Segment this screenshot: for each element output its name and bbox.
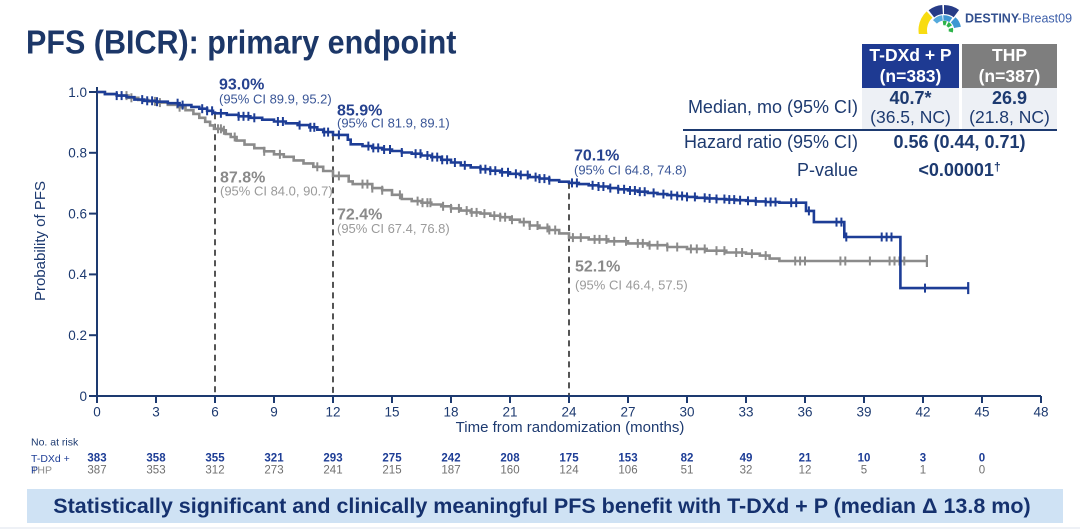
- svg-text:48: 48: [1033, 405, 1048, 420]
- svg-text:32: 32: [740, 464, 753, 476]
- svg-text:-: -: [1018, 12, 1022, 26]
- svg-text:30: 30: [679, 405, 694, 420]
- svg-text:15: 15: [384, 405, 399, 420]
- svg-text:82: 82: [681, 452, 694, 464]
- svg-text:5: 5: [861, 464, 867, 476]
- svg-text:33: 33: [738, 405, 753, 420]
- svg-text:Breast09: Breast09: [1022, 12, 1072, 26]
- svg-text:153: 153: [618, 452, 637, 464]
- svg-text:175: 175: [559, 452, 579, 464]
- svg-text:312: 312: [205, 464, 224, 476]
- svg-text:THP: THP: [31, 465, 52, 477]
- svg-text:(95% CI 84.0, 90.7): (95% CI 84.0, 90.7): [220, 184, 333, 199]
- svg-text:(95% CI 81.9, 89.1): (95% CI 81.9, 89.1): [337, 116, 450, 131]
- svg-text:187: 187: [441, 464, 460, 476]
- svg-text:0: 0: [979, 464, 985, 476]
- svg-text:124: 124: [559, 464, 579, 476]
- svg-text:(95% CI 67.4, 76.8): (95% CI 67.4, 76.8): [337, 221, 450, 236]
- svg-text:208: 208: [500, 452, 520, 464]
- svg-text:T-DXd +: T-DXd +: [31, 453, 70, 465]
- svg-text:No. at risk: No. at risk: [31, 437, 79, 449]
- svg-text:51: 51: [681, 464, 694, 476]
- svg-text:93.0%: 93.0%: [219, 77, 264, 94]
- svg-text:1.0: 1.0: [68, 85, 87, 100]
- svg-text:242: 242: [441, 452, 460, 464]
- svg-text:3: 3: [920, 452, 926, 464]
- svg-text:1: 1: [920, 464, 926, 476]
- svg-text:36: 36: [797, 405, 812, 420]
- svg-text:6: 6: [211, 405, 219, 420]
- svg-text:0.2: 0.2: [68, 328, 87, 343]
- svg-text:70.1%: 70.1%: [574, 148, 619, 165]
- svg-text:39: 39: [856, 405, 871, 420]
- svg-text:321: 321: [264, 452, 284, 464]
- svg-text:24: 24: [561, 405, 577, 420]
- svg-text:275: 275: [382, 452, 402, 464]
- svg-text:106: 106: [618, 464, 637, 476]
- svg-text:(95% CI 89.9, 95.2): (95% CI 89.9, 95.2): [219, 92, 332, 107]
- svg-text:358: 358: [146, 452, 166, 464]
- svg-text:87.8%: 87.8%: [220, 170, 265, 187]
- svg-text:0.4: 0.4: [68, 267, 87, 282]
- svg-text:27: 27: [620, 405, 635, 420]
- svg-text:72.4%: 72.4%: [337, 207, 382, 224]
- svg-text:45: 45: [974, 405, 989, 420]
- svg-text:85.9%: 85.9%: [337, 103, 382, 120]
- svg-text:0: 0: [979, 452, 985, 464]
- svg-text:52.1%: 52.1%: [575, 259, 620, 276]
- svg-text:12: 12: [799, 464, 812, 476]
- svg-text:21: 21: [502, 405, 517, 420]
- svg-text:12: 12: [325, 405, 340, 420]
- svg-text:273: 273: [264, 464, 283, 476]
- svg-text:18: 18: [443, 405, 458, 420]
- svg-text:DESTINY: DESTINY: [965, 12, 1020, 26]
- svg-text:355: 355: [205, 452, 225, 464]
- svg-text:10: 10: [858, 452, 871, 464]
- svg-text:P: P: [31, 465, 38, 477]
- svg-text:0: 0: [79, 389, 87, 404]
- svg-text:3: 3: [152, 405, 160, 420]
- svg-text:0: 0: [93, 405, 101, 420]
- svg-text:293: 293: [323, 452, 342, 464]
- svg-text:0.8: 0.8: [68, 146, 87, 161]
- svg-text:160: 160: [500, 464, 519, 476]
- svg-text:49: 49: [740, 452, 753, 464]
- svg-text:353: 353: [146, 464, 165, 476]
- svg-text:215: 215: [382, 464, 401, 476]
- svg-text:241: 241: [323, 464, 342, 476]
- svg-text:Probability of PFS: Probability of PFS: [32, 181, 49, 301]
- svg-text:383: 383: [87, 452, 106, 464]
- svg-text:Time from randomization (month: Time from randomization (months): [456, 419, 685, 436]
- svg-text:42: 42: [915, 405, 930, 420]
- svg-text:387: 387: [87, 464, 106, 476]
- svg-text:(95% CI 46.4, 57.5): (95% CI 46.4, 57.5): [575, 278, 688, 293]
- svg-text:0.6: 0.6: [68, 206, 87, 221]
- svg-text:9: 9: [270, 405, 278, 420]
- svg-text:(95% CI 64.8, 74.8): (95% CI 64.8, 74.8): [574, 163, 687, 178]
- svg-text:21: 21: [799, 452, 812, 464]
